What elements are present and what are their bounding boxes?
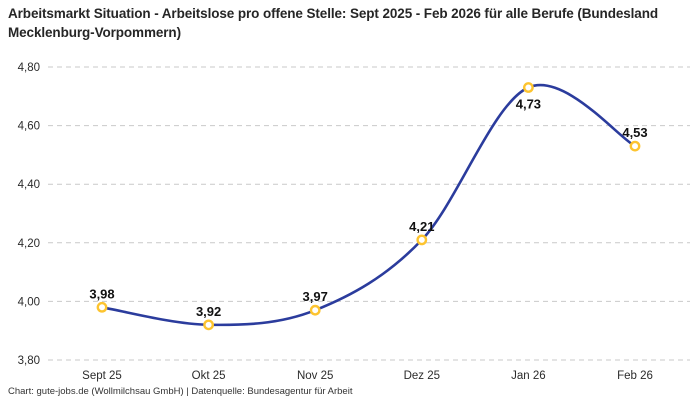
x-axis-tick-label: Jan 26	[511, 370, 546, 382]
data-point-value-label: 3,98	[89, 286, 114, 301]
y-axis-tick-label: 4,40	[18, 179, 40, 191]
data-point-marker	[629, 140, 641, 152]
data-point-value-label: 4,73	[516, 97, 541, 112]
y-axis-tick-label: 4,80	[18, 62, 40, 74]
y-axis-tick-label: 4,60	[18, 121, 40, 133]
data-point-marker	[203, 319, 215, 331]
x-axis-tick-label: Dez 25	[404, 370, 440, 382]
data-series-line	[100, 83, 637, 327]
x-axis-tick-label: Sept 25	[82, 370, 122, 382]
data-point-marker	[523, 82, 534, 93]
y-axis-tick-label: 3,80	[18, 355, 40, 367]
data-point-marker	[309, 304, 321, 316]
x-axis-tick-label: Okt 25	[192, 370, 226, 382]
data-point-value-label: 3,92	[196, 304, 221, 319]
data-point-marker	[96, 301, 108, 313]
data-point-value-label: 4,21	[409, 219, 434, 234]
y-axis-tick-label: 4,20	[18, 238, 40, 250]
x-axis-tick-label: Nov 25	[297, 370, 333, 382]
data-point-value-label: 3,97	[303, 289, 328, 304]
footer-credit: Chart: gute-jobs.de (Wollmilchsau GmbH) …	[8, 386, 353, 397]
page-title: Arbeitsmarkt Situation - Arbeitslose pro…	[8, 6, 659, 40]
x-axis-tick-label: Feb 26	[617, 370, 653, 382]
y-axis-tick-label: 4,00	[18, 296, 40, 308]
data-point-value-label: 4,53	[622, 125, 647, 140]
data-point-marker	[416, 234, 428, 246]
